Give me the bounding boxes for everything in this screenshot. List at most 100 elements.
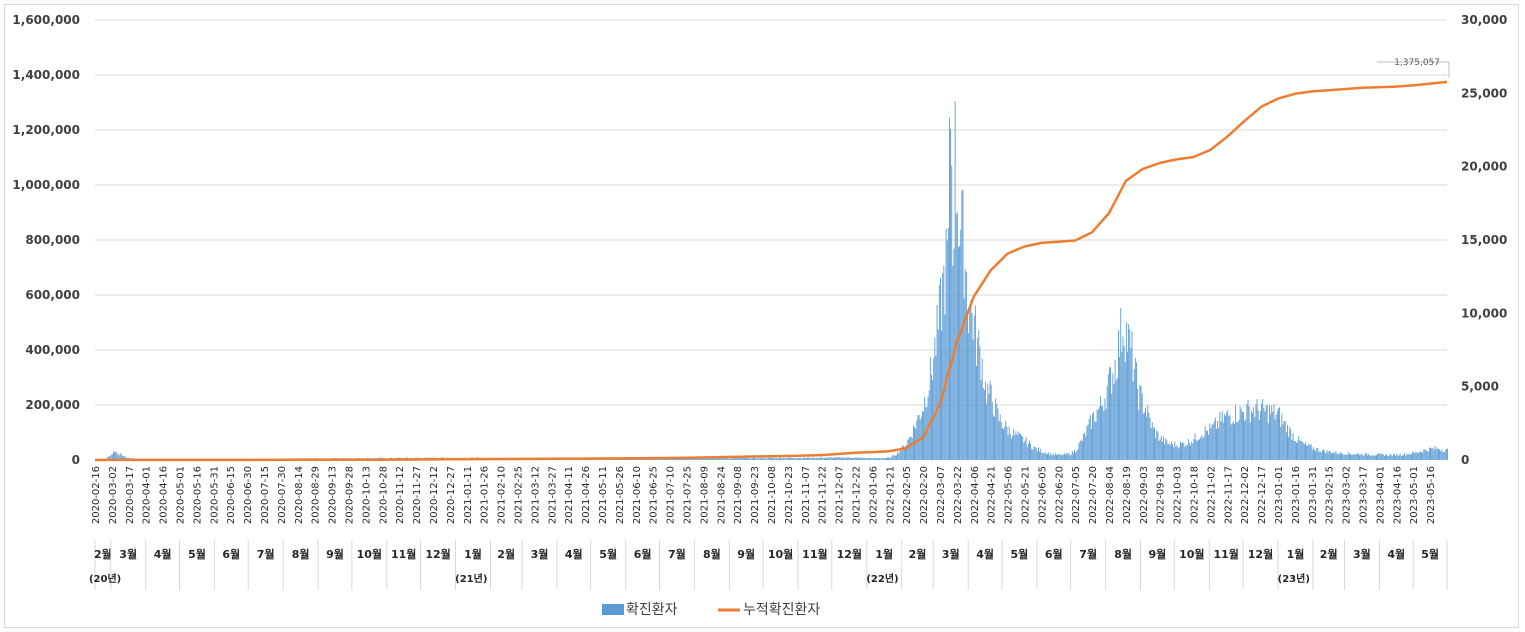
daily-bar bbox=[956, 211, 958, 460]
daily-bar bbox=[1235, 404, 1237, 460]
daily-bar bbox=[672, 458, 674, 460]
daily-bar bbox=[1308, 443, 1310, 460]
daily-bar bbox=[1395, 456, 1397, 460]
daily-bar bbox=[1049, 455, 1051, 460]
daily-bar bbox=[1059, 454, 1061, 460]
daily-bar bbox=[741, 457, 743, 460]
daily-bar bbox=[710, 458, 712, 460]
daily-bar bbox=[709, 458, 710, 460]
daily-bar bbox=[1281, 413, 1283, 460]
daily-bar bbox=[1056, 455, 1057, 460]
daily-bar bbox=[1336, 453, 1338, 460]
daily-bar bbox=[1184, 447, 1186, 460]
daily-bar bbox=[695, 458, 697, 460]
daily-bar bbox=[898, 453, 900, 460]
daily-bar bbox=[763, 458, 765, 460]
daily-bar bbox=[1176, 445, 1178, 460]
month-label: 11월 bbox=[1213, 547, 1238, 561]
daily-bar bbox=[936, 304, 938, 460]
date-tick-label: 2020-04-16 bbox=[159, 466, 170, 524]
daily-bar bbox=[756, 458, 758, 460]
daily-bar bbox=[1276, 411, 1278, 460]
daily-bar bbox=[1172, 444, 1173, 460]
daily-bar bbox=[997, 408, 999, 460]
daily-bar bbox=[775, 457, 777, 460]
daily-bar bbox=[652, 458, 654, 460]
daily-bar bbox=[873, 458, 875, 460]
daily-bar bbox=[1321, 450, 1323, 460]
date-tick-label: 2022-12-02 bbox=[1240, 466, 1251, 524]
daily-bar bbox=[1204, 426, 1206, 460]
date-tick-label: 2022-08-19 bbox=[1122, 466, 1133, 524]
daily-bar bbox=[1039, 451, 1041, 460]
daily-bar bbox=[1097, 409, 1099, 460]
daily-bar bbox=[845, 457, 847, 460]
date-tick-label: 2021-04-26 bbox=[581, 466, 592, 524]
daily-bar bbox=[1258, 419, 1260, 460]
daily-bar bbox=[1407, 454, 1409, 460]
daily-bar bbox=[1280, 426, 1282, 460]
daily-bar bbox=[1310, 444, 1312, 460]
daily-bar bbox=[810, 458, 812, 460]
legend: 확진환자 누적확진환자 bbox=[602, 602, 820, 618]
daily-bar bbox=[1087, 424, 1089, 460]
daily-bar bbox=[1333, 452, 1335, 460]
daily-bar bbox=[1275, 414, 1277, 460]
daily-bar bbox=[1098, 407, 1100, 460]
daily-bar bbox=[861, 457, 863, 460]
daily-bar bbox=[109, 456, 111, 460]
daily-bar bbox=[899, 450, 901, 460]
daily-bar bbox=[719, 458, 721, 460]
daily-bar bbox=[1079, 441, 1081, 460]
daily-bar bbox=[1175, 446, 1177, 460]
daily-bar bbox=[1181, 443, 1183, 460]
daily-bar bbox=[706, 458, 708, 460]
date-tick-label: 2020-05-31 bbox=[209, 466, 220, 524]
daily-bar bbox=[1248, 406, 1250, 460]
daily-bar bbox=[1230, 424, 1232, 460]
daily-bar bbox=[1334, 453, 1336, 460]
daily-bar bbox=[1266, 404, 1268, 460]
month-label: 4월 bbox=[565, 547, 583, 561]
daily-bar bbox=[1128, 324, 1130, 460]
daily-bar bbox=[1297, 442, 1299, 460]
daily-bar bbox=[1154, 427, 1155, 460]
daily-bar bbox=[1273, 404, 1275, 460]
month-label: 10월 bbox=[768, 547, 793, 561]
daily-bar bbox=[1376, 455, 1377, 460]
date-tick-label: 2023-01-16 bbox=[1291, 466, 1302, 524]
daily-bar bbox=[1161, 441, 1163, 460]
daily-bar bbox=[942, 272, 944, 460]
daily-bar bbox=[1140, 386, 1142, 460]
daily-bar bbox=[1170, 441, 1172, 460]
daily-bar bbox=[795, 458, 797, 460]
daily-bar bbox=[1054, 453, 1056, 460]
daily-bar bbox=[921, 411, 923, 460]
daily-bar bbox=[1167, 444, 1169, 460]
date-tick-label: 2023-01-01 bbox=[1274, 466, 1285, 524]
daily-bar bbox=[1406, 453, 1408, 460]
daily-bar bbox=[733, 458, 735, 460]
daily-bar bbox=[715, 458, 717, 460]
daily-bar bbox=[924, 396, 926, 460]
daily-bar bbox=[680, 458, 682, 460]
daily-bar bbox=[784, 458, 786, 460]
daily-bar bbox=[1284, 420, 1286, 460]
daily-bar bbox=[704, 458, 706, 460]
daily-bar bbox=[1195, 439, 1197, 460]
daily-bar bbox=[716, 458, 718, 460]
daily-bar bbox=[1105, 408, 1107, 460]
daily-bar bbox=[1268, 405, 1270, 460]
date-tick-label: 2022-06-20 bbox=[1054, 466, 1065, 524]
daily-bar bbox=[1114, 359, 1116, 460]
daily-bar bbox=[1023, 442, 1025, 460]
daily-bar bbox=[847, 457, 849, 460]
daily-bar bbox=[1345, 454, 1347, 460]
daily-bar bbox=[893, 455, 895, 460]
daily-bar bbox=[1109, 367, 1110, 460]
daily-bar bbox=[1337, 453, 1339, 460]
daily-bar bbox=[1424, 449, 1426, 460]
daily-bar bbox=[749, 458, 751, 460]
daily-bar bbox=[1010, 438, 1012, 460]
